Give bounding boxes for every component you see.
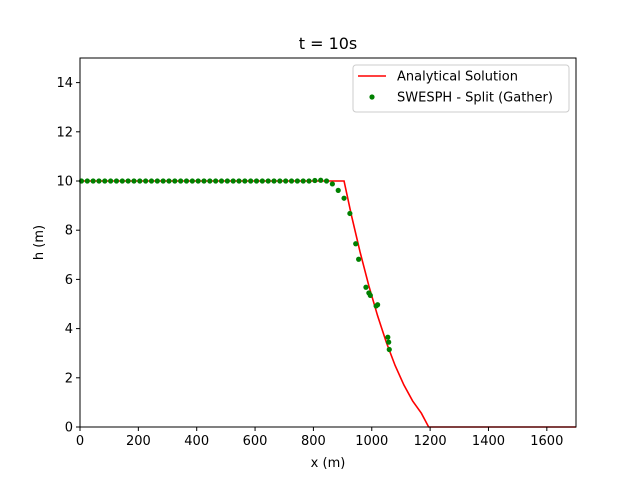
y-tick-label: 10	[56, 175, 73, 190]
scatter-point	[160, 178, 166, 184]
plot-area	[78, 177, 576, 428]
x-tick-label: 1000	[355, 434, 388, 449]
y-tick-label: 12	[56, 125, 73, 140]
scatter-point	[113, 178, 120, 184]
y-tick-label: 2	[65, 371, 73, 386]
scatter-point	[318, 177, 324, 183]
scatter-point	[259, 178, 265, 184]
scatter-point	[178, 178, 184, 184]
scatter-point	[306, 178, 312, 184]
y-tick-label: 14	[56, 76, 73, 91]
legend-label-analytical: Analytical Solution	[397, 70, 518, 85]
scatter-point	[312, 177, 318, 184]
scatter-point	[189, 178, 195, 184]
x-axis: 0 200 400 600 800 1000 1200 1400 1600	[76, 427, 563, 449]
scatter-point	[218, 178, 225, 184]
scatter-point	[283, 178, 289, 184]
scatter-point	[253, 178, 260, 184]
legend-label-swesph: SWESPH - Split (Gather)	[397, 91, 553, 106]
scatter-point	[201, 178, 207, 184]
scatter-point	[207, 178, 213, 184]
scatter-point	[329, 181, 335, 187]
axes-frame	[79, 57, 577, 428]
scatter-point	[143, 178, 149, 184]
scatter-point	[154, 178, 160, 184]
scatter-point	[125, 178, 131, 184]
y-tick-label: 0	[65, 421, 73, 436]
scatter-point	[195, 178, 201, 184]
scatter-point	[288, 178, 295, 184]
scatter-point	[385, 334, 391, 340]
scatter-point	[353, 241, 359, 247]
x-tick-label: 1600	[530, 434, 563, 449]
y-axis-label: h (m)	[32, 225, 47, 260]
legend-marker-swesph	[369, 94, 375, 100]
x-tick-label: 1200	[414, 434, 447, 449]
x-tick-label: 1400	[472, 434, 505, 449]
x-tick-label: 400	[184, 434, 209, 449]
scatter-point	[148, 178, 155, 184]
x-tick-label: 600	[243, 434, 268, 449]
scatter-point	[386, 339, 392, 345]
scatter-point	[137, 178, 143, 184]
scatter-point	[294, 178, 300, 184]
scatter-point	[131, 178, 137, 184]
scatter-point	[347, 210, 353, 217]
scatter-point	[213, 178, 219, 184]
scatter-point	[172, 178, 178, 184]
scatter-point	[300, 178, 306, 184]
scatter-point	[96, 178, 102, 184]
scatter-point	[248, 178, 254, 184]
scatter-point	[265, 178, 271, 184]
y-tick-label: 6	[65, 273, 73, 288]
y-axis: 0 2 4 6 8 10 12 14	[56, 76, 80, 436]
scatter-point	[271, 178, 277, 184]
legend-box	[352, 64, 570, 113]
legend: Analytical Solution SWESPH - Split (Gath…	[352, 64, 570, 113]
scatter-point	[183, 178, 190, 184]
y-tick-label: 4	[65, 322, 73, 337]
scatter-point	[166, 178, 172, 184]
scatter-point	[335, 187, 341, 193]
scatter-point	[119, 178, 125, 184]
x-tick-label: 200	[126, 434, 151, 449]
x-axis-label: x (m)	[311, 456, 346, 471]
scatter-point	[108, 178, 114, 184]
scatter-point	[242, 178, 248, 184]
scatter-point	[230, 178, 236, 184]
scatter-point	[224, 178, 230, 184]
scatter-point	[90, 178, 96, 184]
scatter-point	[323, 178, 330, 184]
scatter-point	[84, 178, 90, 184]
scatter-point	[356, 256, 362, 262]
scatter-point	[341, 195, 347, 201]
scatter-point	[386, 346, 392, 353]
scatter-point	[363, 284, 369, 290]
scatter-point	[375, 302, 381, 308]
y-tick-label: 8	[65, 224, 73, 239]
x-tick-label: 800	[301, 434, 326, 449]
scatter-point	[102, 178, 108, 184]
scatter-point	[277, 178, 283, 184]
chart-title: t = 10s	[299, 34, 358, 53]
scatter-point	[367, 292, 373, 298]
scatter-point	[236, 178, 242, 184]
x-tick-label: 0	[76, 434, 84, 449]
